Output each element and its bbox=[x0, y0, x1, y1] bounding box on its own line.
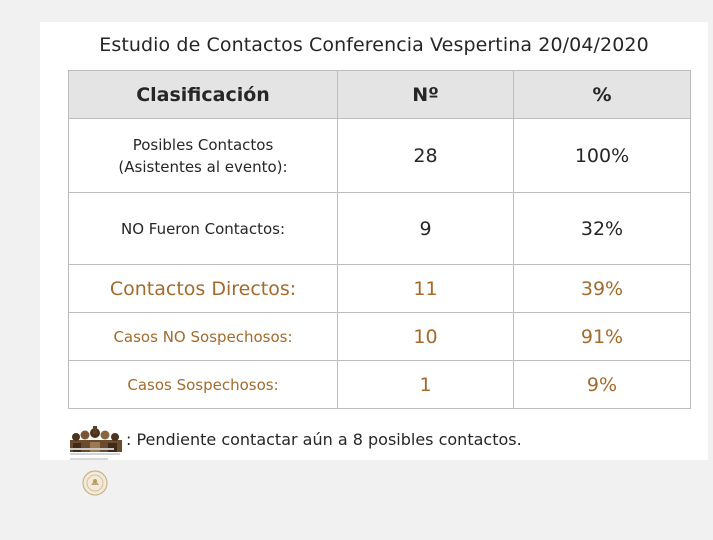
row-label: Casos NO Sospechosos: bbox=[68, 312, 338, 361]
slide: Estudio de Contactos Conferencia Vespert… bbox=[40, 22, 708, 460]
row-count: 10 bbox=[337, 312, 514, 361]
row-count: 28 bbox=[337, 118, 514, 193]
row-count: 11 bbox=[337, 264, 514, 313]
row-percent: 9% bbox=[513, 360, 691, 409]
row-label: NO Fueron Contactos: bbox=[68, 192, 338, 265]
contacts-table: Clasificación Nº % Posibles Contactos (A… bbox=[68, 70, 691, 409]
row-label-line1: Posibles Contactos bbox=[132, 135, 274, 154]
table-header-row: Clasificación Nº % bbox=[68, 70, 691, 119]
row-count: 1 bbox=[337, 360, 514, 409]
seal-icon bbox=[82, 470, 108, 496]
row-label: Posibles Contactos (Asistentes al evento… bbox=[68, 118, 338, 193]
table-row: NO Fueron Contactos: 9 32% bbox=[68, 192, 691, 265]
row-count: 9 bbox=[337, 192, 514, 265]
table-row: Contactos Directos: 11 39% bbox=[68, 264, 691, 313]
footnote: : Pendiente contactar aún a 8 posibles c… bbox=[70, 424, 522, 454]
page-title: Estudio de Contactos Conferencia Vespert… bbox=[99, 34, 649, 56]
logo-caption-graphic bbox=[70, 448, 120, 460]
header-percent: % bbox=[513, 70, 691, 119]
row-percent: 100% bbox=[513, 118, 691, 193]
table-row: Posibles Contactos (Asistentes al evento… bbox=[68, 118, 691, 193]
row-label: Contactos Directos: bbox=[68, 264, 338, 313]
table-row: Casos Sospechosos: 1 9% bbox=[68, 360, 691, 409]
row-percent: 32% bbox=[513, 192, 691, 265]
table-row: Casos NO Sospechosos: 10 91% bbox=[68, 312, 691, 361]
footnote-text: : Pendiente contactar aún a 8 posibles c… bbox=[126, 429, 522, 449]
row-percent: 91% bbox=[513, 312, 691, 361]
row-label: Casos Sospechosos: bbox=[68, 360, 338, 409]
row-percent: 39% bbox=[513, 264, 691, 313]
row-label-line2: (Asistentes al evento): bbox=[118, 157, 288, 176]
header-count: Nº bbox=[337, 70, 514, 119]
header-classification: Clasificación bbox=[68, 70, 338, 119]
